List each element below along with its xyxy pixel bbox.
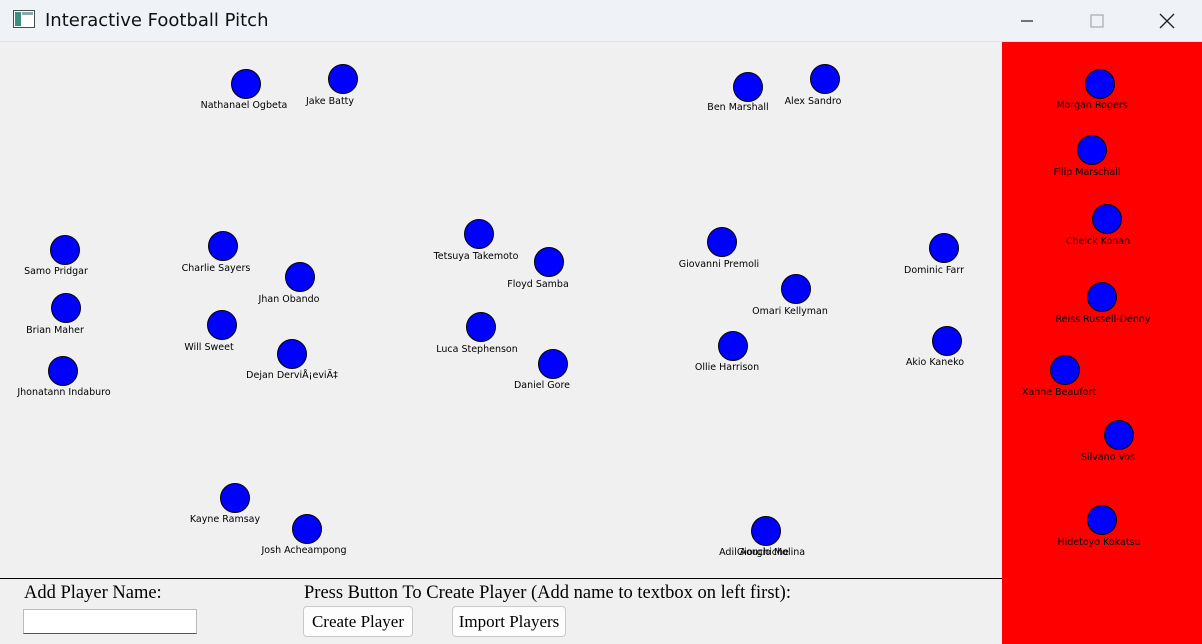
player-dot[interactable] [464, 219, 494, 249]
player-name: Tetsuya Takemoto [433, 251, 519, 262]
player-name: Jhan Obando [258, 294, 320, 305]
player-dot[interactable] [781, 274, 811, 304]
player-dot[interactable] [929, 233, 959, 263]
player-dot[interactable] [718, 331, 748, 361]
player-name: Josh Acheampong [261, 545, 347, 556]
minimize-icon [1021, 20, 1033, 22]
player-name: Daniel Gore [513, 380, 571, 391]
player-dot[interactable] [751, 516, 781, 546]
player-name: Ben Marshall [707, 102, 769, 113]
player-dot[interactable] [707, 227, 737, 257]
player-dot[interactable] [932, 326, 962, 356]
player-name: Morgan Rogers [1056, 100, 1128, 111]
player-dot[interactable] [48, 356, 78, 386]
create-instruction-label: Press Button To Create Player (Add name … [304, 583, 791, 603]
player-name: Xahne Beaufort [1021, 387, 1097, 398]
player-dot[interactable] [1050, 355, 1080, 385]
player-name: Jhonatann Indaburo [17, 387, 111, 398]
create-player-button[interactable]: Create Player [303, 606, 413, 637]
add-player-label: Add Player Name: [24, 583, 162, 603]
player-name: Alex Sandro [784, 96, 842, 107]
player-dot[interactable] [285, 262, 315, 292]
player-dot[interactable] [1087, 505, 1117, 535]
player-dot[interactable] [534, 247, 564, 277]
substitutes-bench[interactable] [1002, 42, 1202, 644]
player-name: Cheick Konan [1065, 236, 1131, 247]
maximize-icon [1090, 14, 1104, 28]
player-name: Charlie Sayers [181, 263, 251, 274]
player-dot[interactable] [1104, 420, 1134, 450]
player-name: Dominic Farr [904, 265, 964, 276]
player-dot[interactable] [733, 72, 763, 102]
player-name: Samo Pridgar [24, 266, 88, 277]
football-pitch[interactable] [0, 42, 1002, 578]
player-dot[interactable] [231, 69, 261, 99]
player-dot[interactable] [328, 64, 358, 94]
player-dot[interactable] [466, 312, 496, 342]
controls-panel: Add Player Name: Press Button To Create … [0, 579, 1002, 644]
player-name: Omari Kellyman [752, 306, 828, 317]
player-dot[interactable] [538, 349, 568, 379]
player-name: Hidetoyo Kokatsu [1057, 537, 1141, 548]
minimize-button[interactable] [992, 0, 1062, 42]
window-title: Interactive Football Pitch [45, 10, 269, 31]
maximize-button[interactable] [1062, 0, 1132, 42]
player-name: Adil Aouchiche [719, 547, 789, 558]
player-name: Giovanni Premoli [678, 259, 760, 270]
player-dot[interactable] [51, 293, 81, 323]
player-name: Floyd Samba [507, 279, 569, 290]
player-dot[interactable] [1092, 204, 1122, 234]
player-name: Ollie Harrison [694, 362, 760, 373]
player-name: Luca Stephenson [436, 344, 518, 355]
player-dot[interactable] [1077, 135, 1107, 165]
player-name: Giorgio Molina [736, 547, 806, 558]
close-icon [1159, 13, 1175, 29]
player-name: Dejan DerviÅ¡eviÄ‡ [246, 370, 338, 381]
player-dot[interactable] [1087, 282, 1117, 312]
app-window-icon [13, 10, 35, 28]
player-dot[interactable] [292, 514, 322, 544]
player-dot[interactable] [1085, 69, 1115, 99]
player-name: Reiss Russell-Denny [1055, 314, 1151, 325]
player-name: Nathanael Ogbeta [200, 100, 288, 111]
player-dot[interactable] [208, 231, 238, 261]
title-bar: Interactive Football Pitch [0, 0, 1202, 42]
player-dot[interactable] [220, 483, 250, 513]
player-name: Jake Batty [305, 96, 355, 107]
close-button[interactable] [1132, 0, 1202, 42]
player-name: Akio Kaneko [905, 357, 965, 368]
player-name-input[interactable] [23, 609, 197, 634]
player-name: Brian Maher [26, 325, 84, 336]
player-name: Silvano Vos [1080, 452, 1136, 463]
player-name: Kayne Ramsay [189, 514, 261, 525]
player-name: Filip Marschall [1053, 167, 1121, 178]
player-name: Will Sweet [184, 342, 234, 353]
controls-divider [0, 578, 1002, 579]
player-dot[interactable] [50, 235, 80, 265]
import-players-button[interactable]: Import Players [452, 606, 566, 637]
player-dot[interactable] [277, 339, 307, 369]
player-dot[interactable] [810, 64, 840, 94]
player-dot[interactable] [207, 310, 237, 340]
